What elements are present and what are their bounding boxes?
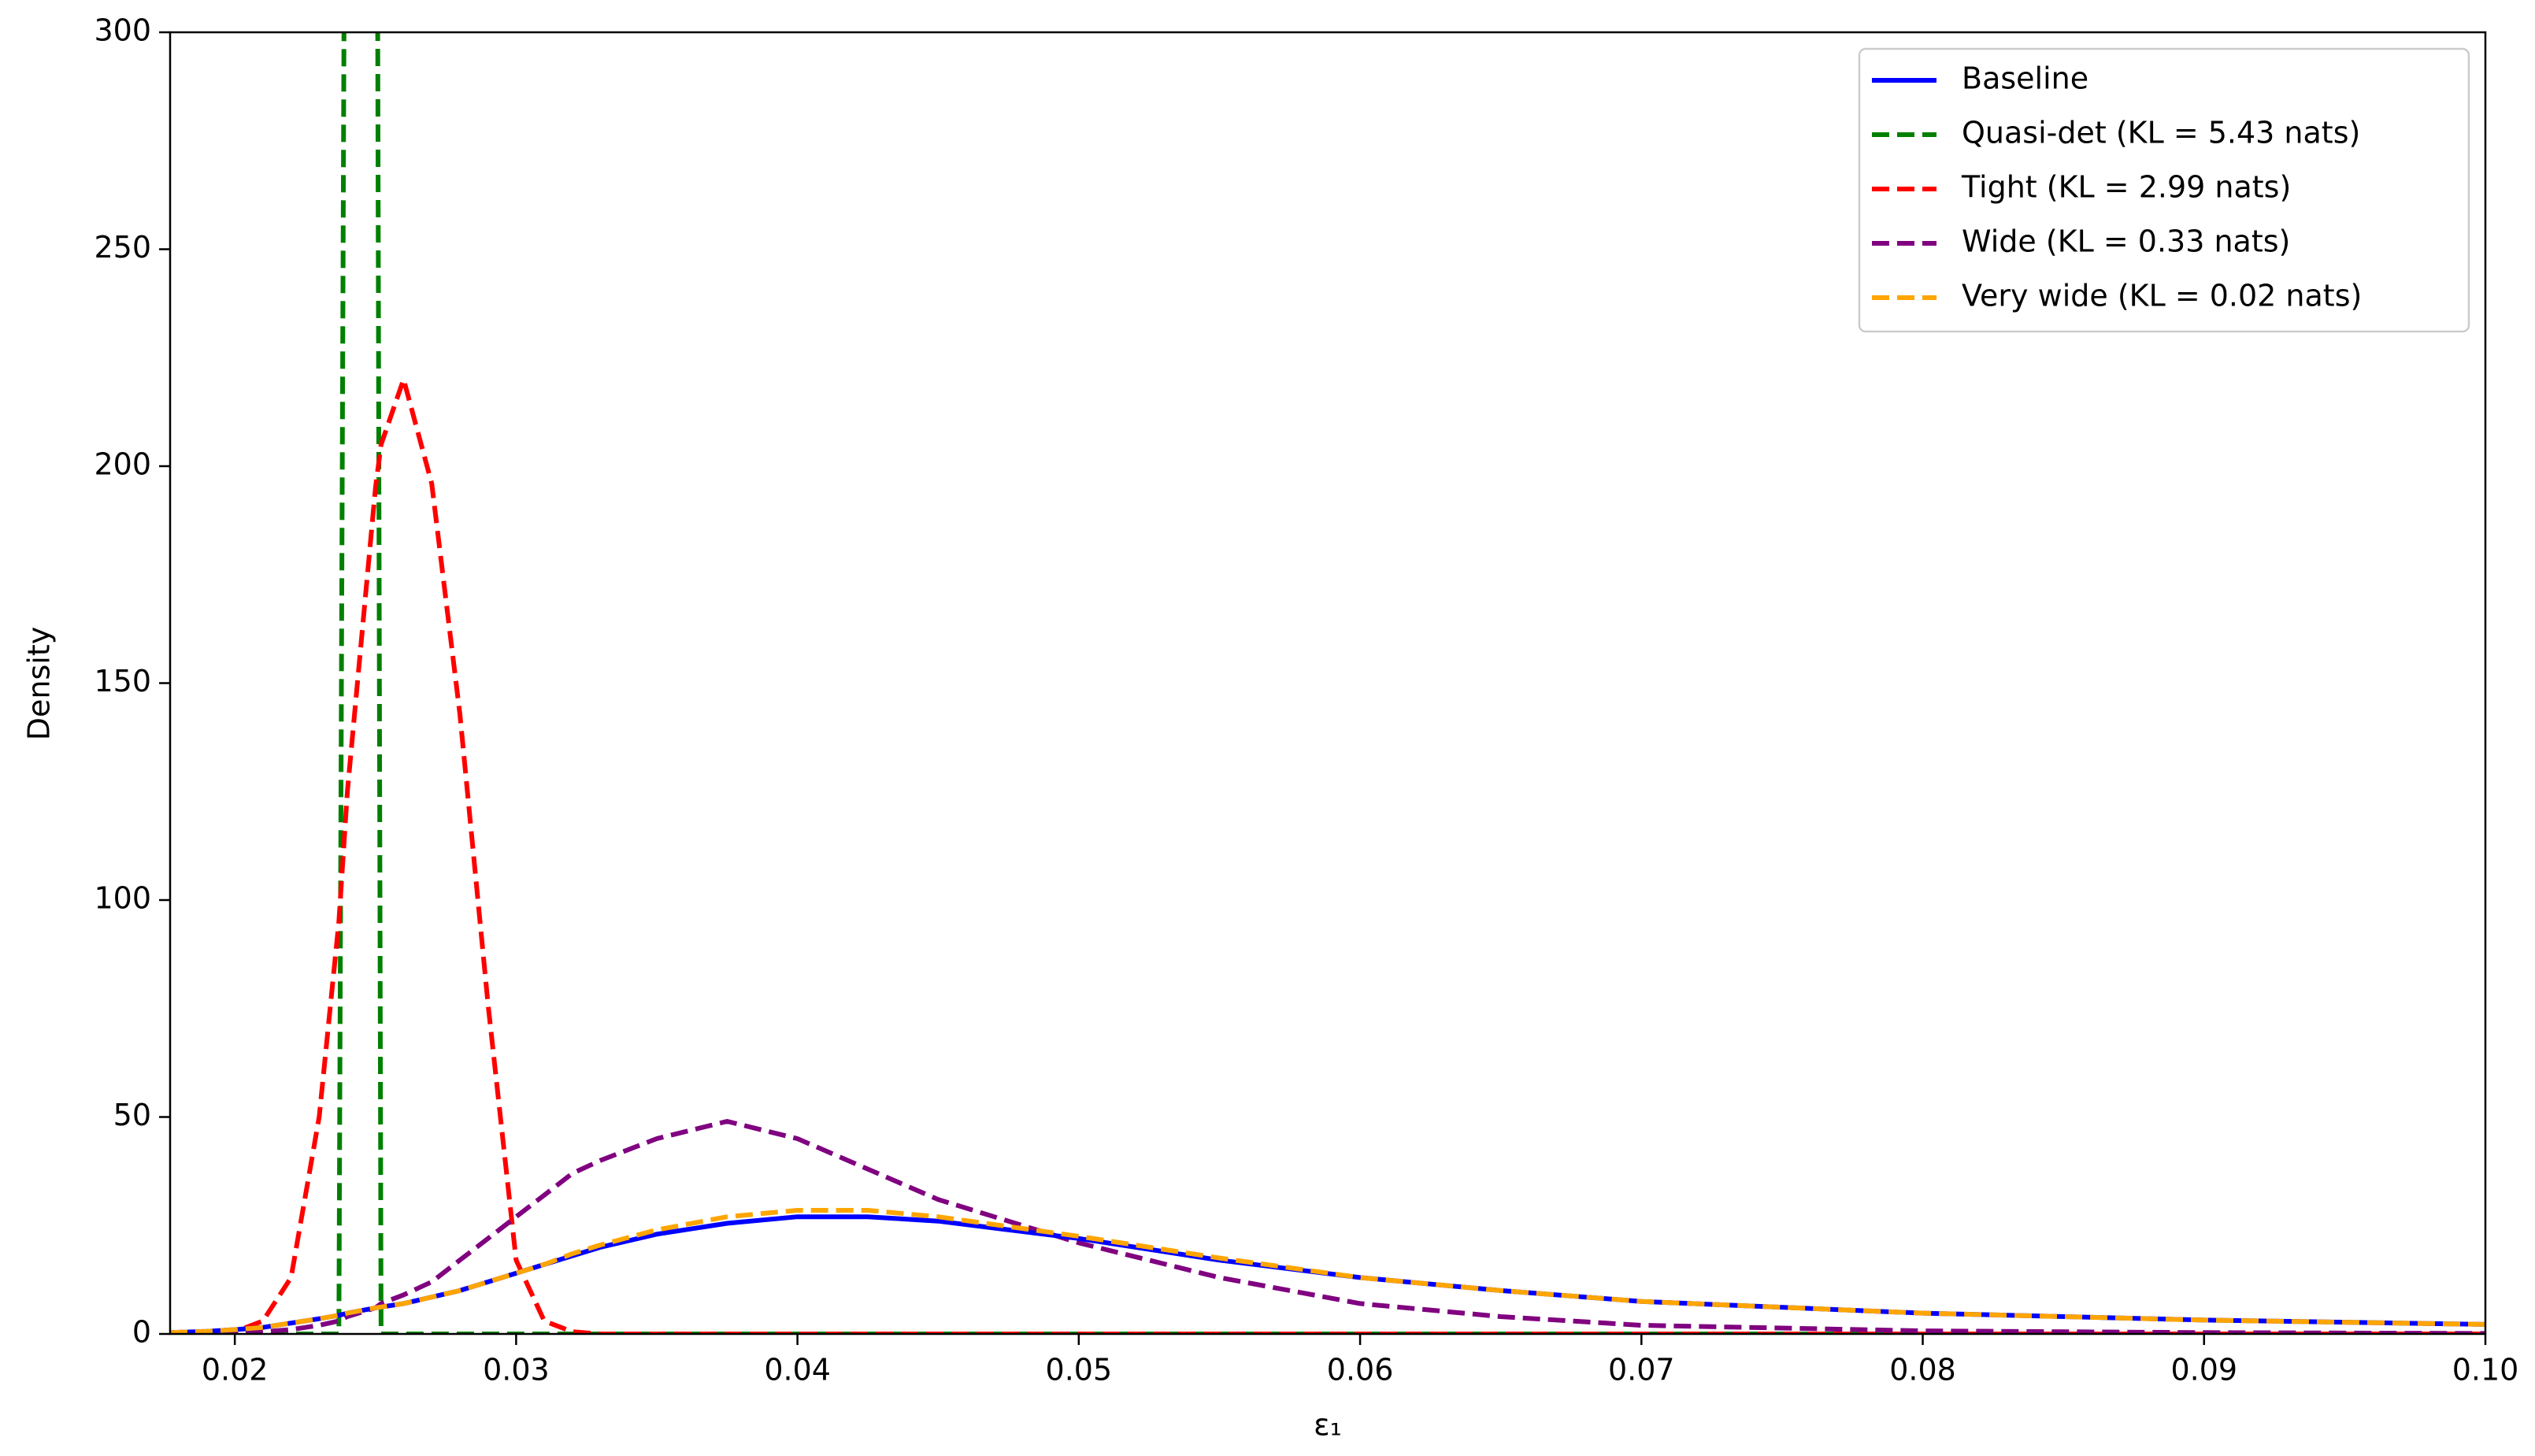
x-tick-label: 0.09 (2170, 1353, 2237, 1387)
legend-label: Quasi-det (KL = 5.43 nats) (1962, 116, 2360, 150)
y-axis-label: Density (22, 627, 57, 740)
x-tick-label: 0.03 (483, 1353, 550, 1387)
x-tick-label: 0.04 (764, 1353, 831, 1387)
x-tick-label: 0.05 (1046, 1353, 1113, 1387)
series-line (170, 1119, 2485, 1334)
x-tick-label: 0.10 (2452, 1353, 2519, 1387)
y-tick-label: 50 (113, 1098, 151, 1132)
plot-area (170, 32, 2485, 1334)
y-tick-label: 250 (94, 230, 151, 265)
y-tick-label: 300 (94, 13, 151, 48)
y-tick-label: 150 (94, 664, 151, 698)
plot-frame (169, 31, 2487, 1336)
legend-label: Tight (KL = 2.99 nats) (1961, 170, 2291, 205)
x-tick-label: 0.08 (1889, 1353, 1956, 1387)
y-tick-label: 200 (94, 447, 151, 482)
y-tick-label: 0 (132, 1315, 151, 1350)
x-tick-label: 0.06 (1327, 1353, 1394, 1387)
y-tick-label: 100 (94, 881, 151, 916)
legend-box (1858, 47, 2470, 333)
legend-label: Wide (KL = 0.33 nats) (1962, 224, 2290, 259)
legend-label: Baseline (1962, 61, 2088, 96)
x-axis-label: ε₁ (1314, 1408, 1342, 1443)
legend-label: Very wide (KL = 0.02 nats) (1962, 279, 2362, 313)
series-line (170, 1208, 2485, 1334)
x-tick-label: 0.02 (202, 1353, 269, 1387)
x-tick-label: 0.07 (1608, 1353, 1675, 1387)
series-line (170, 376, 2485, 1334)
